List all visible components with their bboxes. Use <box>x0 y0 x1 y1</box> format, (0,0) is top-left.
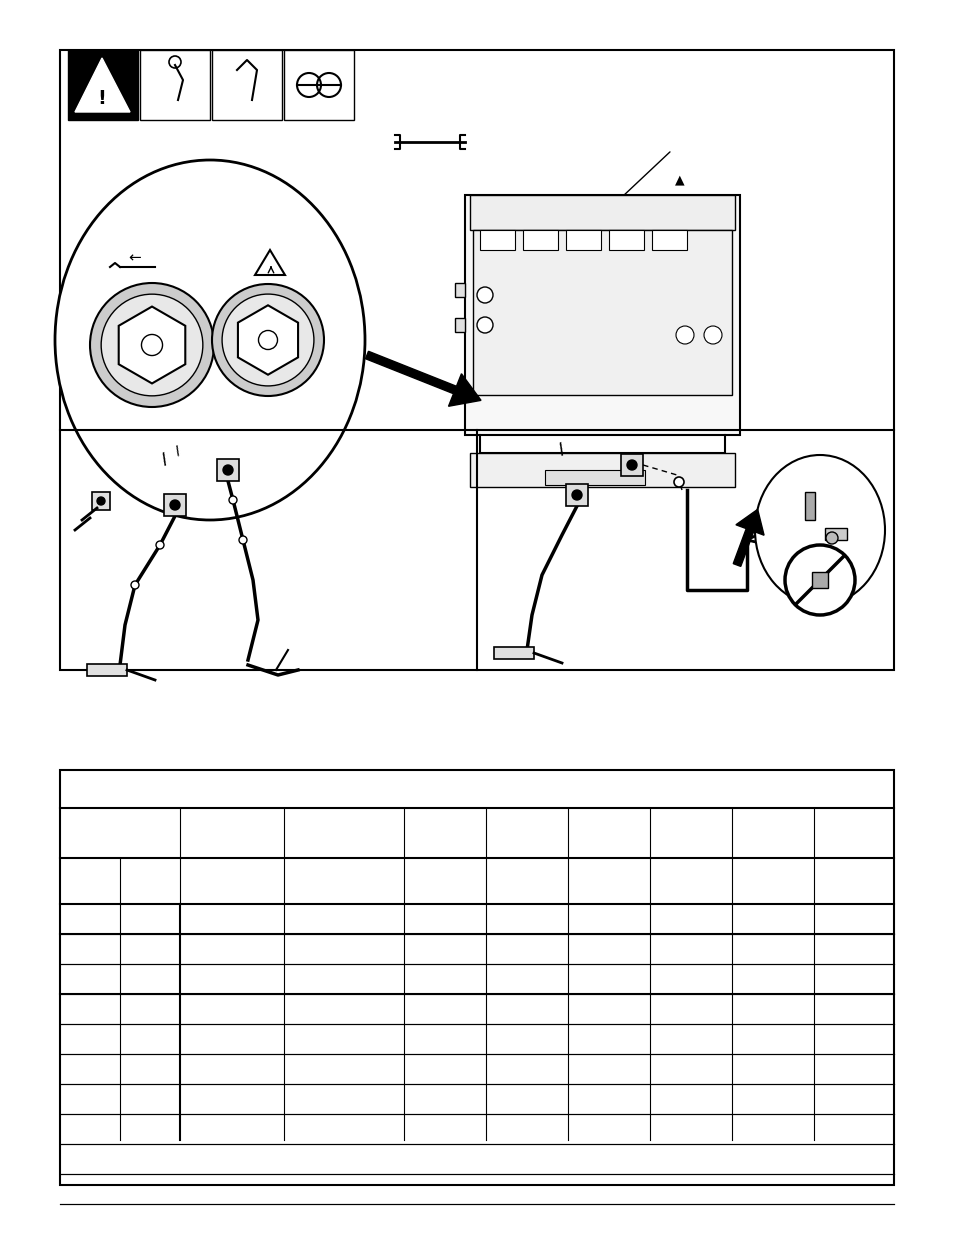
Circle shape <box>258 331 277 350</box>
Bar <box>522 230 558 249</box>
Circle shape <box>476 287 493 303</box>
Circle shape <box>673 477 683 487</box>
Circle shape <box>212 284 324 396</box>
Ellipse shape <box>754 454 884 605</box>
Bar <box>565 230 600 249</box>
Text: /: / <box>173 443 183 457</box>
Bar <box>473 230 731 395</box>
Bar <box>804 492 814 520</box>
Polygon shape <box>237 305 297 374</box>
Circle shape <box>703 326 721 345</box>
Bar <box>91 492 110 510</box>
Circle shape <box>572 490 581 500</box>
Circle shape <box>784 545 854 615</box>
Bar <box>68 49 138 120</box>
Bar <box>216 459 239 480</box>
Circle shape <box>626 459 637 471</box>
Circle shape <box>97 496 105 505</box>
Text: /: / <box>556 442 567 458</box>
Bar <box>284 49 354 120</box>
Circle shape <box>101 294 203 396</box>
Polygon shape <box>118 306 185 383</box>
Bar <box>608 230 643 249</box>
FancyArrow shape <box>365 351 480 406</box>
Bar <box>60 769 893 1186</box>
Bar <box>565 484 587 506</box>
Circle shape <box>170 500 180 510</box>
Ellipse shape <box>55 161 365 520</box>
Bar <box>464 195 740 435</box>
Circle shape <box>223 466 233 475</box>
Circle shape <box>141 335 162 356</box>
Circle shape <box>90 283 213 408</box>
Bar <box>824 529 846 540</box>
Bar <box>470 453 734 487</box>
Bar <box>620 454 642 475</box>
Bar <box>212 49 282 120</box>
Circle shape <box>825 532 837 543</box>
Bar <box>164 494 186 516</box>
Circle shape <box>222 294 314 385</box>
Bar <box>140 49 210 120</box>
Circle shape <box>229 496 236 504</box>
Bar <box>455 317 464 332</box>
Text: ←: ← <box>129 251 141 266</box>
FancyArrow shape <box>733 509 763 567</box>
Bar <box>544 471 644 485</box>
Bar <box>494 647 534 659</box>
Bar <box>87 664 127 676</box>
Circle shape <box>239 536 247 543</box>
Polygon shape <box>75 58 130 112</box>
Circle shape <box>476 317 493 333</box>
Circle shape <box>676 326 693 345</box>
Text: !: ! <box>97 89 107 107</box>
Circle shape <box>156 541 164 550</box>
Bar <box>811 572 827 588</box>
Bar <box>651 230 686 249</box>
Bar <box>60 49 893 671</box>
Text: ▲: ▲ <box>675 173 684 186</box>
Bar <box>479 230 515 249</box>
Circle shape <box>131 580 139 589</box>
Bar <box>455 283 464 296</box>
Text: /: / <box>159 452 171 468</box>
Bar <box>470 195 734 230</box>
